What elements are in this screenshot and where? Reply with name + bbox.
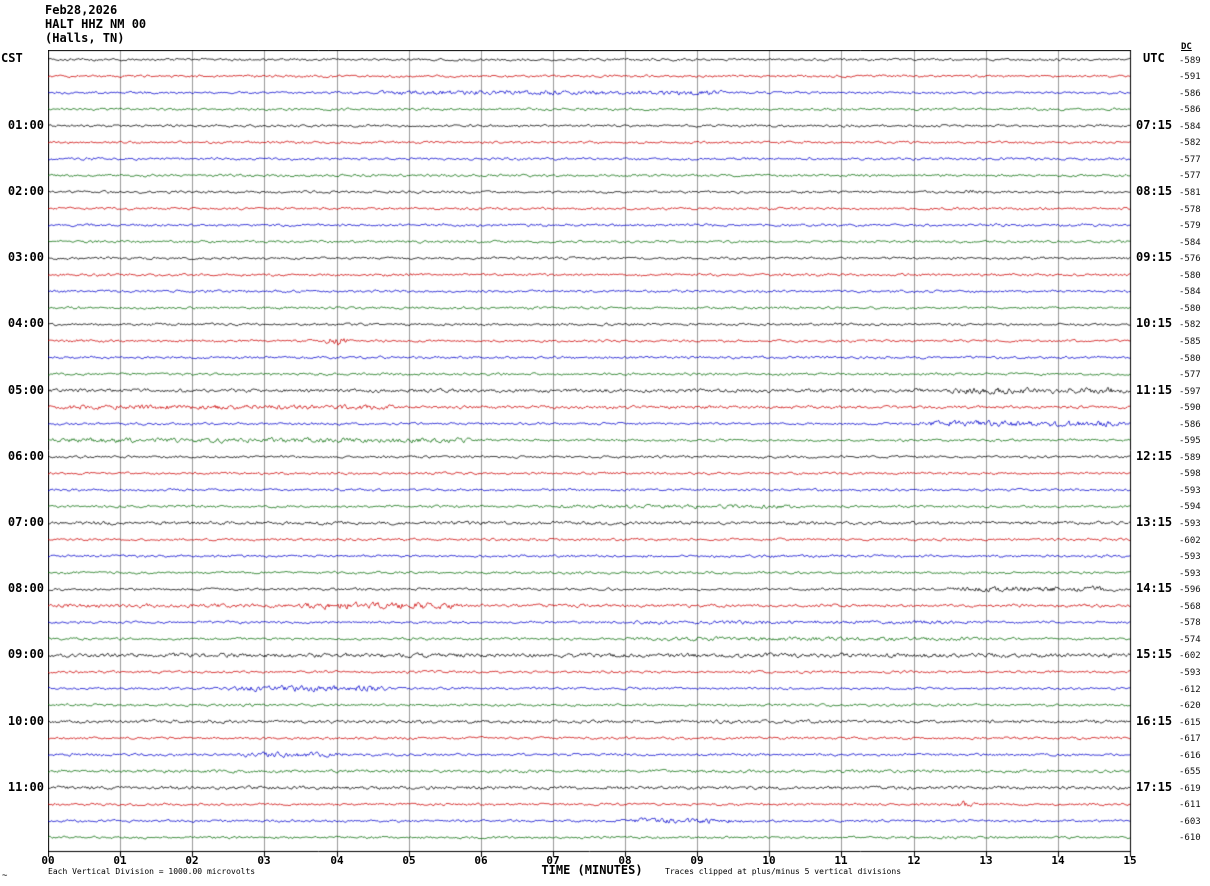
- cst-hour-label: 03:00: [7, 250, 44, 264]
- dc-value-label: -593: [1179, 519, 1201, 529]
- utc-hour-label: 11:15: [1136, 383, 1173, 397]
- dc-value-label: -582: [1179, 320, 1201, 330]
- dc-value-label: -586: [1179, 89, 1201, 99]
- title-date: Feb28,2026: [45, 3, 118, 17]
- dc-value-label: -574: [1179, 635, 1201, 645]
- dc-value-label: -585: [1179, 337, 1201, 347]
- dc-value-label: -579: [1179, 221, 1201, 231]
- dc-value-label: -589: [1179, 56, 1201, 66]
- dc-value-label: -602: [1179, 536, 1201, 546]
- dc-value-label: -584: [1179, 287, 1201, 297]
- dc-value-label: -616: [1179, 751, 1201, 761]
- dc-value-label: -586: [1179, 105, 1201, 115]
- x-axis-title: TIME (MINUTES): [541, 863, 643, 877]
- x-tick-label: 00: [41, 854, 55, 867]
- seismogram-canvas: [48, 50, 1132, 859]
- left-timezone-label: CST: [1, 51, 23, 65]
- title-station: HALT HHZ NM 00: [45, 17, 147, 31]
- cst-hour-label: 01:00: [7, 118, 44, 132]
- x-tick-label: 14: [1051, 854, 1065, 867]
- title-block: Feb28,2026 HALT HHZ NM 00 (Halls, TN): [45, 3, 146, 45]
- dc-value-label: -568: [1179, 602, 1201, 612]
- cst-hour-label: 11:00: [7, 780, 44, 794]
- dc-value-label: -580: [1179, 304, 1201, 314]
- x-tick-label: 11: [834, 854, 848, 867]
- dc-value-label: -597: [1179, 387, 1201, 397]
- dc-value-label: -655: [1179, 767, 1201, 777]
- dc-value-label: -593: [1179, 569, 1201, 579]
- title-location: (Halls, TN): [45, 31, 125, 45]
- dc-value-label: -594: [1179, 502, 1201, 512]
- dc-value-label: -577: [1179, 155, 1201, 165]
- x-tick-label: 12: [907, 854, 921, 867]
- clip-note: Traces clipped at plus/minus 5 vertical …: [665, 867, 902, 876]
- dc-column-header: DC: [1181, 42, 1192, 52]
- scale-note: Each Vertical Division = 1000.00 microvo…: [48, 867, 256, 876]
- dc-value-label: -596: [1179, 585, 1201, 595]
- cst-hour-label: 02:00: [7, 184, 44, 198]
- x-tick-label: 08: [618, 854, 632, 867]
- dc-value-label: -612: [1179, 685, 1201, 695]
- dc-value-label: -591: [1179, 72, 1201, 82]
- x-tick-label: 05: [402, 854, 416, 867]
- x-tick-label: 01: [113, 854, 127, 867]
- dc-value-label: -578: [1179, 618, 1201, 628]
- dc-value-label: -602: [1179, 651, 1201, 661]
- x-tick-label: 13: [979, 854, 993, 867]
- utc-hour-label: 07:15: [1136, 118, 1173, 132]
- dc-value-label: -617: [1179, 734, 1201, 744]
- dc-value-label: -610: [1179, 833, 1201, 843]
- dc-value-label: -593: [1179, 552, 1201, 562]
- dc-value-label: -581: [1179, 188, 1201, 198]
- cst-hour-label: 07:00: [7, 515, 44, 529]
- dc-value-label: -577: [1179, 171, 1201, 181]
- dc-value-label: -620: [1179, 701, 1201, 711]
- x-tick-label: 15: [1123, 854, 1137, 867]
- cst-hour-label: 06:00: [7, 449, 44, 463]
- x-tick-label: 07: [546, 854, 560, 867]
- utc-hour-label: 09:15: [1136, 250, 1173, 264]
- utc-hour-label: 15:15: [1136, 647, 1173, 661]
- x-tick-label: 10: [762, 854, 776, 867]
- dc-value-label: -578: [1179, 205, 1201, 215]
- dc-value-label: -593: [1179, 486, 1201, 496]
- dc-value-label: -598: [1179, 469, 1201, 479]
- x-tick-label: 04: [330, 854, 344, 867]
- x-tick-label: 09: [690, 854, 704, 867]
- x-tick-label: 03: [257, 854, 271, 867]
- utc-hour-label: 14:15: [1136, 581, 1173, 595]
- dc-value-label: -619: [1179, 784, 1201, 794]
- utc-hour-label: 13:15: [1136, 515, 1173, 529]
- dc-value-label: -580: [1179, 354, 1201, 364]
- dc-value-label: -584: [1179, 238, 1201, 248]
- dc-value-label: -589: [1179, 453, 1201, 463]
- dc-value-label: -595: [1179, 436, 1201, 446]
- x-tick-label: 02: [185, 854, 199, 867]
- dc-value-label: -615: [1179, 718, 1201, 728]
- utc-hour-label: 17:15: [1136, 780, 1173, 794]
- utc-hour-label: 16:15: [1136, 714, 1173, 728]
- cst-hour-label: 08:00: [7, 581, 44, 595]
- cst-hour-label: 04:00: [7, 316, 44, 330]
- dc-value-label: -611: [1179, 800, 1201, 810]
- dc-value-label: -586: [1179, 420, 1201, 430]
- dc-value-label: -577: [1179, 370, 1201, 380]
- dc-value-label: -576: [1179, 254, 1201, 264]
- utc-hour-label: 08:15: [1136, 184, 1173, 198]
- utc-hour-label: 12:15: [1136, 449, 1173, 463]
- dc-value-label: -584: [1179, 122, 1201, 132]
- dc-value-label: -603: [1179, 817, 1201, 827]
- dc-value-label: -590: [1179, 403, 1201, 413]
- dc-value-label: -593: [1179, 668, 1201, 678]
- cst-hour-label: 09:00: [7, 647, 44, 661]
- dc-value-label: -580: [1179, 271, 1201, 281]
- cst-hour-label: 05:00: [7, 383, 44, 397]
- x-tick-label: 06: [474, 854, 488, 867]
- cst-hour-label: 10:00: [7, 714, 44, 728]
- right-timezone-label: UTC: [1143, 51, 1165, 65]
- dc-value-label: -582: [1179, 138, 1201, 148]
- utc-hour-label: 10:15: [1136, 316, 1173, 330]
- corner-mark: ~: [2, 871, 8, 881]
